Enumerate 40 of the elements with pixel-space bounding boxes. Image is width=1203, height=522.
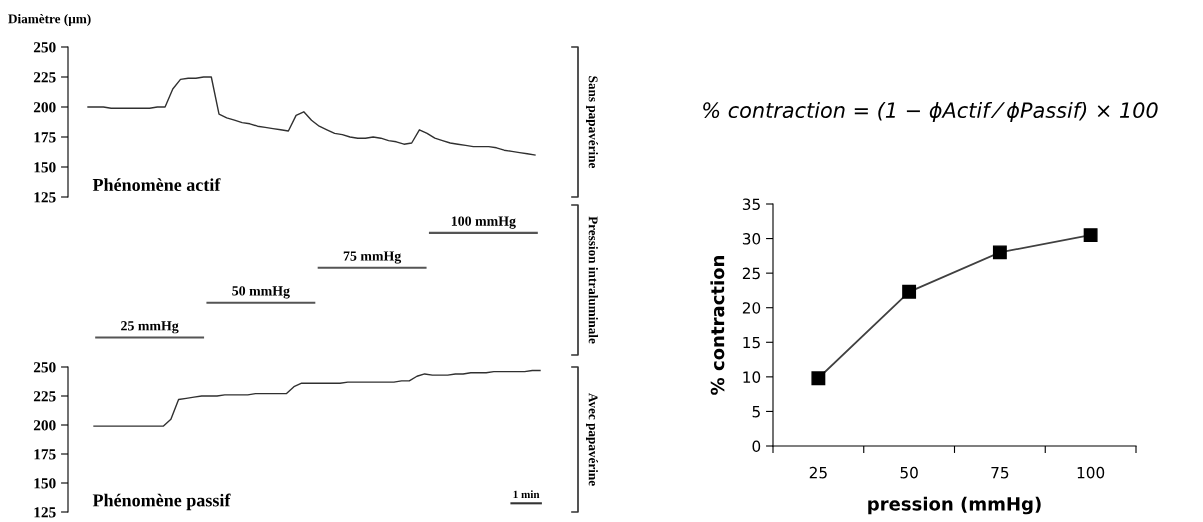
annotation: Phénomène actif (92, 178, 221, 192)
y-tick-label: 10 (743, 371, 761, 383)
chart-title: % contraction = (1 − ϕActif ⁄ ϕPassif) × 100 (703, 101, 1158, 123)
y-tick-label: 175 (34, 132, 56, 143)
y-axis-title: % contraction (710, 255, 725, 395)
y-tick-label: 250 (33, 362, 56, 373)
y-tick-label: 30 (742, 233, 761, 245)
category-label: 50 mmHg (232, 286, 290, 299)
y-tick-label: 0 (752, 440, 761, 453)
y-tick-label: 20 (742, 302, 761, 314)
x-tick-label: 50 (900, 466, 918, 479)
category-label: 25 mmHg (121, 321, 179, 334)
y-tick-label: 15 (743, 336, 760, 349)
y-axis-title: Diamètre (µm) (8, 14, 91, 26)
y-tick-label: 225 (33, 72, 56, 83)
text: Sans papavérine (586, 76, 598, 169)
text: Pression intraluminale (588, 216, 598, 344)
y-tick-label: 150 (34, 162, 56, 173)
category-label: 75 mmHg (343, 251, 402, 264)
y-tick-label: 150 (34, 478, 56, 489)
x-tick-label: 100 (1077, 466, 1105, 479)
annotation: Phénomène passif (92, 493, 231, 511)
y-tick-label: 35 (742, 198, 760, 211)
annotation: 1 min (513, 490, 540, 499)
y-tick-label: 125 (34, 507, 56, 518)
y-tick-label: 5 (752, 406, 760, 418)
y-tick-label: 125 (34, 192, 56, 203)
y-tick-label: 25 (742, 267, 760, 280)
y-tick-label: 200 (33, 102, 56, 113)
y-tick-label: 225 (33, 391, 56, 402)
x-tick-label: 25 (809, 466, 827, 479)
x-axis-title: pression (mmHg) (868, 496, 1041, 515)
line-series (87, 76, 536, 156)
text: Avec papavérine (586, 393, 598, 486)
y-tick-label: 200 (33, 420, 56, 431)
category-label: 100 mmHg (451, 216, 516, 229)
y-tick-label: 175 (34, 449, 56, 460)
line-series (93, 369, 541, 427)
x-tick-label: 75 (991, 467, 1009, 479)
y-tick-label: 250 (33, 42, 56, 53)
